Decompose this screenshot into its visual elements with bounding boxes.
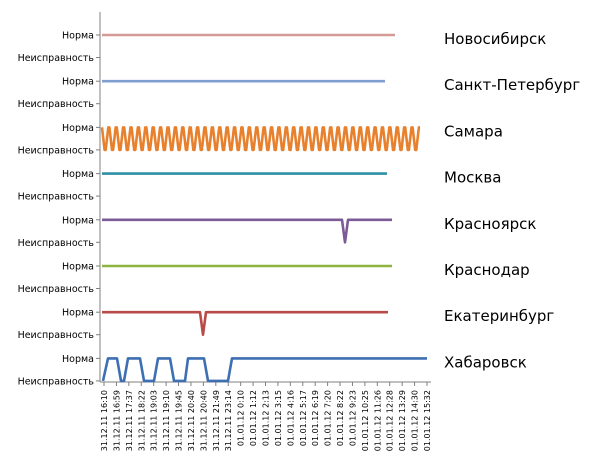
y-tick-label-norm: Норма <box>62 215 94 226</box>
x-tick-label: 01.01.12 13:29 <box>398 390 407 451</box>
series-layer <box>100 33 427 383</box>
series-labels: Новосибирск Санкт-Петербург Самара Москва Кр… <box>444 30 580 371</box>
x-tick-label: 01.01.12 6:19 <box>311 390 320 446</box>
x-tick-label: 01.01.12 1:12 <box>249 390 258 446</box>
y-tick-label-norm: Норма <box>62 169 94 180</box>
x-tick-label: 01.01.12 4:16 <box>286 390 295 446</box>
x-tick-label: 01.01.12 7:20 <box>324 390 333 446</box>
x-tick-label: 31.12.11 16:10 <box>100 390 109 451</box>
series-line-5 <box>102 218 392 244</box>
y-tick-label-fault: Неисправность <box>18 53 95 64</box>
x-tick-label: 01.01.12 12:28 <box>386 390 395 451</box>
x-tick-label: 31.12.11 18:22 <box>137 390 146 451</box>
y-tick-label-norm: Норма <box>62 77 94 88</box>
y-tick-label-norm: Норма <box>62 308 94 319</box>
x-tick-label: 31.12.11 19:10 <box>162 390 171 451</box>
y-tick-label-fault: Неисправность <box>18 99 95 110</box>
series-label-8: Хабаровск <box>444 353 527 371</box>
x-tick-label: 01.01.12 2:13 <box>262 390 271 446</box>
y-tick-label-norm: Норма <box>62 354 94 365</box>
x-tick-label: 01.01.12 8:22 <box>336 390 345 446</box>
y-tick-label-fault: Неисправность <box>18 145 95 156</box>
y-tick-label-fault: Неисправность <box>18 238 95 249</box>
y-tick-label-fault: Неисправность <box>18 376 95 387</box>
axis-layer <box>96 12 431 386</box>
x-tick-label: 31.12.11 20:40 <box>199 390 208 451</box>
x-tick-label: 31.12.11 23:14 <box>224 390 233 451</box>
series-line-8 <box>101 357 427 383</box>
x-tick-label: 01.01.12 0:10 <box>237 390 246 446</box>
x-tick-label: 31.12.11 16:59 <box>112 390 121 451</box>
x-tick-label: 01.01.12 9:23 <box>348 390 357 446</box>
series-line-3 <box>100 126 421 152</box>
x-tick-label: 31.12.11 19:03 <box>150 390 159 451</box>
x-tick-label: 31.12.11 20:40 <box>187 390 196 451</box>
y-tick-label-norm: Норма <box>62 123 94 134</box>
y-tick-label-fault: Неисправность <box>18 330 95 341</box>
x-tick-label: 01.01.12 14:30 <box>411 390 420 451</box>
series-line-7 <box>102 310 388 336</box>
x-tick-label: 31.12.11 21:49 <box>212 390 221 451</box>
x-tick-label: 01.01.12 10:25 <box>361 390 370 451</box>
series-label-1: Новосибирск <box>444 30 546 48</box>
series-label-7: Екатеринбург <box>444 307 554 325</box>
y-tick-label-norm: Норма <box>62 262 94 273</box>
x-tick-label: 31.12.11 19:45 <box>175 390 184 451</box>
series-label-5: Красноярск <box>444 215 536 233</box>
y-tick-labels: Норма Неисправность Норма Неисправность Норм… <box>18 31 95 388</box>
series-label-3: Самара <box>444 122 503 140</box>
x-tick-label: 31.12.11 17:37 <box>125 390 134 451</box>
series-label-2: Санкт-Петербург <box>444 76 580 94</box>
series-label-4: Москва <box>444 169 501 187</box>
series-label-6: Краснодар <box>444 261 530 279</box>
y-tick-label-fault: Неисправность <box>18 192 95 203</box>
x-tick-labels: 31.12.11 16:10 31.12.11 16:59 31.12.11 17:… <box>100 390 432 451</box>
x-tick-label: 01.01.12 11:26 <box>373 390 382 451</box>
x-tick-label: 01.01.12 15:32 <box>423 390 432 451</box>
x-tick-label: 01.01.12 3:15 <box>274 390 283 446</box>
x-tick-label: 01.01.12 5:17 <box>299 390 308 446</box>
y-tick-label-fault: Неисправность <box>18 284 95 295</box>
y-tick-label-norm: Норма <box>62 31 94 42</box>
